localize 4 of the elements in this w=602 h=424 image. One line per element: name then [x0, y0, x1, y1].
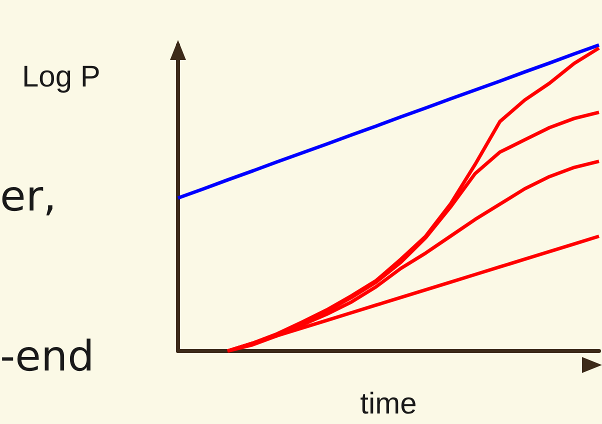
text: er,	[0, 172, 56, 220]
x-axis-title: time	[360, 388, 417, 420]
text: -end	[0, 332, 94, 380]
y-axis-title: Log P	[22, 60, 100, 94]
